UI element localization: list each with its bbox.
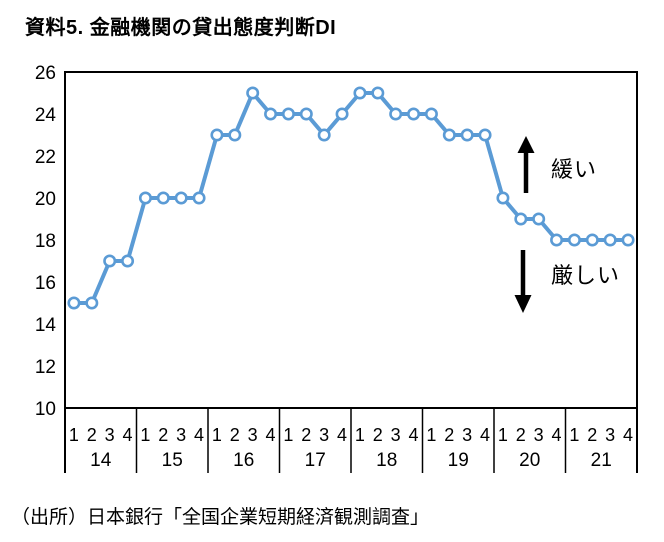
data-point-marker [407,107,421,121]
svg-text:2: 2 [230,425,240,445]
data-point-marker [424,107,438,121]
svg-text:1: 1 [355,425,365,445]
up-arrow-icon [517,136,535,193]
plot-frame [64,71,638,473]
data-point-marker [228,128,242,142]
data-point-marker [281,107,295,121]
svg-text:1: 1 [69,425,79,445]
data-point-marker [67,296,81,310]
chart-title: 資料5. 金融機関の貸出態度判断DI [25,17,337,39]
data-point-marker [371,86,385,100]
svg-text:2: 2 [587,425,597,445]
down-arrow-icon [514,250,532,313]
svg-text:1: 1 [569,425,579,445]
data-point-marker [210,128,224,142]
svg-text:19: 19 [448,450,469,471]
tightening-label: 厳しい [551,263,621,288]
data-point-marker [264,107,278,121]
svg-text:2: 2 [87,425,97,445]
svg-text:4: 4 [480,425,490,445]
data-point-marker [335,107,349,121]
svg-text:20: 20 [35,189,56,210]
svg-text:20: 20 [519,450,540,471]
data-point-marker [317,128,331,142]
svg-text:2: 2 [444,425,454,445]
svg-text:2: 2 [158,425,168,445]
svg-text:3: 3 [248,425,258,445]
svg-text:14: 14 [35,315,57,336]
svg-text:3: 3 [105,425,115,445]
svg-text:15: 15 [162,450,183,471]
svg-text:2: 2 [516,425,526,445]
data-point-marker [192,191,206,205]
svg-text:16: 16 [35,273,56,294]
svg-text:3: 3 [176,425,186,445]
svg-text:3: 3 [534,425,544,445]
svg-text:12: 12 [35,357,56,378]
data-point-marker [156,191,170,205]
svg-text:3: 3 [391,425,401,445]
svg-text:4: 4 [337,425,347,445]
svg-text:4: 4 [194,425,204,445]
data-point-marker [496,191,510,205]
data-point-marker [621,233,635,247]
data-point-marker [442,128,456,142]
svg-text:3: 3 [462,425,472,445]
data-point-marker [103,254,117,268]
data-point-marker [550,233,564,247]
svg-text:3: 3 [605,425,615,445]
data-point-marker [460,128,474,142]
svg-text:17: 17 [305,450,326,471]
data-point-marker [121,254,135,268]
svg-text:2: 2 [373,425,383,445]
svg-text:1: 1 [212,425,222,445]
data-point-marker [585,233,599,247]
data-point-marker [299,107,313,121]
data-point-marker [478,128,492,142]
svg-text:22: 22 [35,147,56,168]
data-point-marker [567,233,581,247]
easing-label: 緩い [551,157,598,182]
data-point-marker [353,86,367,100]
svg-text:16: 16 [233,450,254,471]
svg-text:14: 14 [90,450,112,471]
svg-text:10: 10 [35,399,56,420]
svg-text:1: 1 [140,425,150,445]
svg-text:18: 18 [35,231,56,252]
data-point-marker [603,233,617,247]
svg-text:1: 1 [283,425,293,445]
data-point-marker [532,212,546,226]
svg-text:18: 18 [376,450,397,471]
svg-text:4: 4 [552,425,562,445]
y-axis-labels: 26 24 22 20 18 16 14 12 10 [35,63,57,420]
data-point-marker [514,212,528,226]
svg-text:1: 1 [498,425,508,445]
data-point-marker [138,191,152,205]
svg-text:4: 4 [266,425,276,445]
svg-text:4: 4 [623,425,633,445]
svg-text:2: 2 [301,425,311,445]
x-axis-year-labels: 14 15 16 17 18 19 20 21 [90,450,612,471]
svg-text:4: 4 [409,425,419,445]
data-point-marker [174,191,188,205]
svg-text:24: 24 [35,105,57,126]
source-note: （出所）日本銀行「全国企業短期経済観測調査」 [11,507,430,528]
svg-text:21: 21 [591,450,612,471]
svg-text:4: 4 [123,425,133,445]
svg-text:3: 3 [319,425,329,445]
svg-text:26: 26 [35,63,56,84]
data-point-marker [389,107,403,121]
di-line-series [67,86,635,310]
data-point-marker [246,86,260,100]
svg-text:1: 1 [426,425,436,445]
data-point-marker [85,296,99,310]
